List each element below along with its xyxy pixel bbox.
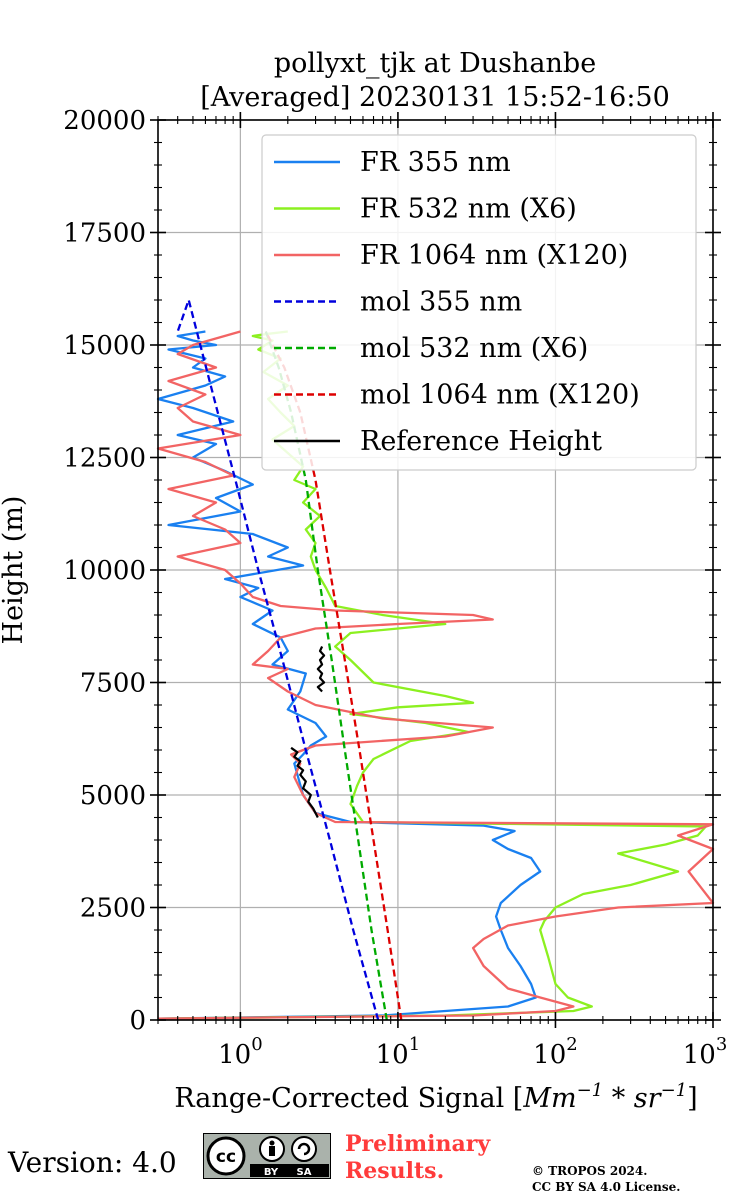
copyright-line1: © TROPOS 2024.: [532, 1164, 648, 1178]
x-label-sup2: −1: [661, 1080, 688, 1101]
y-tick-label: 20000: [63, 106, 146, 136]
sa-sharealike-icon: [291, 1136, 317, 1162]
y-tick-label: 2500: [80, 894, 146, 924]
y-tick-label: 0: [129, 1006, 146, 1036]
legend-label-mol-532-nm-x6: mol 532 nm (X6): [360, 333, 588, 364]
chart-title-line2: [Averaged] 20230131 15:52-16:50: [200, 82, 670, 113]
series-mol-355-nm: [176, 298, 380, 1021]
x-label-sup1: −1: [577, 1080, 604, 1101]
x-label-prefix: Range-Corrected Signal [: [174, 1083, 523, 1114]
x-tick-label: 102: [533, 1034, 578, 1070]
series-fr-355-nm: [156, 330, 542, 1020]
chart-title-line1: pollyxt_tjk at Dushanbe: [274, 48, 596, 79]
version-label: Version: 4.0: [8, 1146, 177, 1179]
x-tick-label: 101: [376, 1034, 421, 1070]
legend-label-fr-532-nm-x6: FR 532 nm (X6): [360, 194, 577, 225]
y-tick-label: 5000: [80, 781, 146, 811]
y-axis-label: Height (m): [0, 496, 29, 645]
y-tick-label: 10000: [63, 556, 146, 586]
preliminary-results-note: Preliminary Results.: [345, 1131, 490, 1185]
legend-label-mol-355-nm: mol 355 nm: [360, 287, 522, 318]
legend-label-mol-1064-nm-x120: mol 1064 nm (X120): [360, 380, 640, 411]
y-tick-labels: 0 2500 5000 7500 10000 12500 15000 17500 20000: [63, 106, 146, 1036]
prelim-line1: Preliminary: [345, 1131, 491, 1157]
y-tick-label: 7500: [80, 669, 146, 699]
legend-box: [261, 134, 697, 471]
legend-label-fr-355-nm: FR 355 nm: [360, 147, 511, 178]
x-label-suffix: ]: [687, 1083, 698, 1114]
x-label-unit2: sr: [634, 1083, 663, 1114]
y-tick-label: 17500: [63, 219, 146, 249]
legend: FR 355 nm FR 532 nm (X6) FR 1064 nm (X120)…: [261, 134, 697, 471]
legend-label-fr-1064-nm-x120: FR 1064 nm (X120): [360, 240, 628, 271]
cc-logo-text: cc: [216, 1147, 236, 1167]
x-label-mid: *: [603, 1083, 634, 1114]
legend-label-reference-height: Reference Height: [360, 426, 602, 457]
x-axis-label: Range-Corrected Signal [Mm−1 * sr−1]: [174, 1080, 697, 1114]
axis-ticks: [150, 112, 721, 1028]
copyright-note: © TROPOS 2024. CC BY SA 4.0 License.: [532, 1163, 680, 1195]
copyright-line2: CC BY SA 4.0 License.: [532, 1180, 681, 1194]
prelim-line2: Results.: [345, 1158, 445, 1184]
x-label-unit1: Mm: [522, 1083, 576, 1114]
series-fr-1064-nm-x120: [156, 330, 715, 1020]
cc-license-badge: cc BY SA: [203, 1133, 331, 1179]
y-tick-label: 15000: [63, 331, 146, 361]
badge-sa-text: SA: [297, 1167, 312, 1178]
badge-by-text: BY: [264, 1167, 279, 1178]
lidar-profile-chart: pollyxt_tjk at Dushanbe [Averaged] 20230…: [0, 48, 727, 1114]
series-reference-height-segment-0: [290, 746, 319, 819]
y-tick-label: 12500: [63, 444, 146, 474]
cc-logo-icon: [206, 1136, 246, 1176]
x-tick-label: 100: [218, 1034, 263, 1070]
x-tick-labels: 100 101 102 103: [218, 1034, 727, 1070]
x-tick-label: 103: [683, 1034, 728, 1070]
series-reference-height-segment-1: [316, 646, 326, 693]
